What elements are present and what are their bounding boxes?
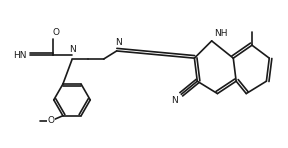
Text: N: N [171, 96, 178, 106]
Text: O: O [47, 116, 54, 125]
Text: NH: NH [215, 29, 228, 38]
Text: HN: HN [13, 51, 27, 60]
Text: O: O [52, 28, 59, 37]
Text: N: N [115, 38, 122, 47]
Text: N: N [69, 45, 75, 54]
